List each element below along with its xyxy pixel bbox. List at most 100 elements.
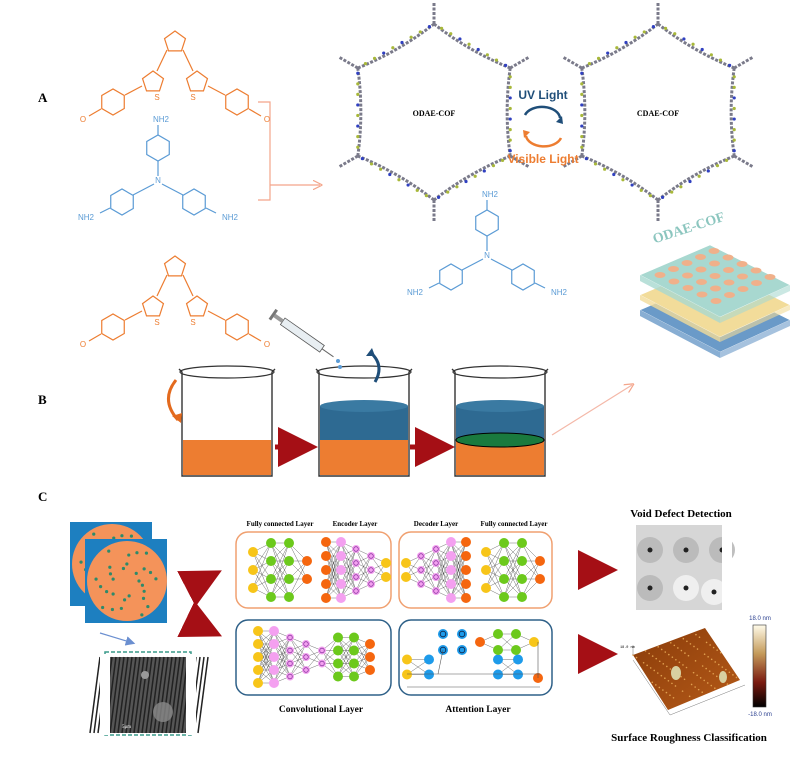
framework-edge — [581, 22, 659, 70]
network-node-ring — [439, 630, 447, 638]
atom — [427, 25, 432, 29]
atom — [587, 62, 592, 66]
network-node — [321, 565, 331, 575]
net-label: Encoder Layer — [333, 520, 378, 528]
network-node — [333, 658, 343, 669]
film-layer-side — [720, 305, 790, 342]
afm-grain — [703, 653, 706, 655]
afm-grain — [646, 664, 648, 667]
network-node — [424, 669, 434, 680]
stir-arrow-icon — [167, 379, 180, 422]
afm-grain — [699, 677, 702, 679]
defect-dot — [140, 583, 145, 587]
void-defect — [647, 585, 653, 591]
network-node — [352, 559, 360, 567]
afm-grain — [721, 666, 724, 668]
afm-grain — [635, 656, 638, 659]
atom — [458, 37, 462, 41]
network-node — [481, 583, 491, 593]
network-edge — [270, 560, 290, 598]
pad — [709, 273, 721, 279]
nh2-label: NH2 — [482, 190, 499, 199]
network-node — [284, 538, 294, 548]
network-node — [401, 558, 411, 568]
network-node — [284, 574, 294, 584]
visible-arrow-head-icon — [523, 130, 530, 138]
network-node — [266, 538, 276, 548]
network-node-ring — [303, 654, 309, 660]
afm-grain — [682, 637, 685, 640]
network-edge — [252, 560, 272, 589]
visible-light-label: Visible Light — [507, 152, 578, 166]
network-node — [253, 639, 263, 649]
network-edge — [503, 542, 523, 598]
afm-grain — [653, 669, 656, 672]
framework-branch — [509, 55, 531, 70]
atom — [379, 167, 383, 171]
framework-edge — [357, 22, 435, 70]
afm-grain — [688, 695, 691, 698]
network-node-ring — [368, 567, 374, 573]
framework-edge — [581, 154, 659, 202]
bond — [156, 49, 168, 72]
afm-surface-plot — [632, 628, 746, 716]
beakers — [178, 365, 549, 477]
bond — [99, 207, 111, 214]
afm-grain — [648, 652, 650, 655]
atom — [724, 158, 729, 162]
liquid-surface — [456, 400, 544, 412]
bond — [534, 282, 546, 289]
network-node — [352, 587, 360, 595]
defect-dot — [140, 613, 144, 617]
benzene-ring — [439, 263, 463, 291]
afm-grain — [655, 657, 658, 660]
network-edge — [503, 542, 523, 580]
afm-grain — [649, 667, 652, 669]
bond — [207, 85, 226, 96]
atom — [446, 190, 450, 194]
network-edge — [257, 630, 275, 684]
afm-grain — [710, 684, 713, 687]
framework-edge — [433, 22, 511, 70]
uv-arrow-head-icon — [556, 116, 563, 124]
pad — [737, 273, 748, 280]
network-node — [333, 645, 343, 656]
afm-grain — [706, 682, 709, 684]
pad — [736, 261, 748, 267]
bond — [124, 85, 143, 96]
framework-branch — [561, 55, 583, 70]
network-edge — [420, 548, 437, 585]
afm-grain — [686, 640, 688, 643]
network-node — [461, 551, 471, 561]
sem-particle — [153, 702, 173, 722]
network-node — [365, 652, 375, 662]
network-node — [284, 556, 294, 566]
atom — [508, 149, 512, 153]
aldehyde-o: O — [264, 115, 270, 124]
sem-bg — [110, 657, 188, 733]
network-box-fc-encoder — [235, 531, 392, 609]
n-atom: N — [155, 176, 161, 185]
triamine-monomer-b: N NH2 NH2 NH2 — [407, 190, 568, 297]
network-edge — [270, 542, 290, 598]
thiophene-ring — [185, 295, 209, 317]
network-node — [321, 537, 331, 547]
pad — [723, 279, 735, 286]
atom — [642, 30, 646, 34]
void-defect-image — [636, 520, 735, 615]
defect-dot — [148, 570, 153, 575]
film-layer-side — [720, 320, 790, 358]
attention-layer-label: Attention Layer — [445, 705, 511, 715]
defect-dot — [120, 534, 124, 538]
beaker-rim — [452, 365, 548, 379]
network-node — [302, 574, 312, 584]
network-node — [302, 556, 312, 566]
colorbar-min: -18.0 nm — [748, 712, 772, 718]
pad — [737, 286, 749, 292]
pad — [722, 254, 734, 261]
void-defect — [711, 589, 717, 595]
stir-arrow-head-icon — [172, 413, 182, 423]
beaker-rim — [179, 365, 275, 379]
benzene-ring — [511, 263, 535, 291]
